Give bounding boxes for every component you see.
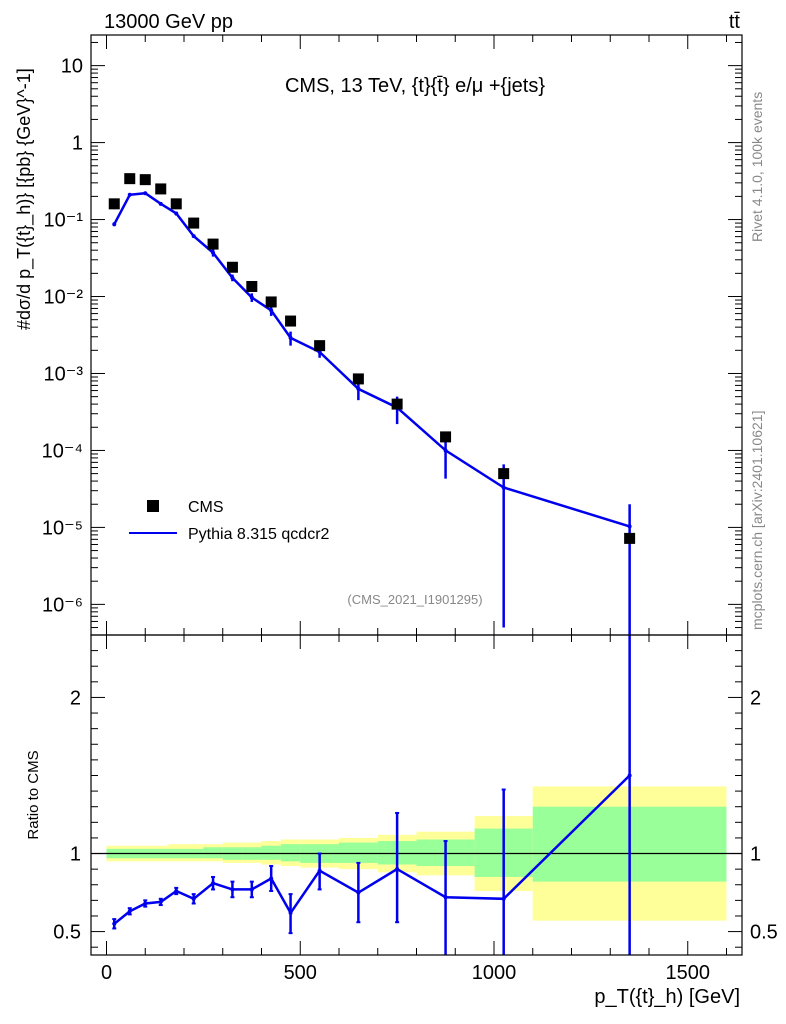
cms-data-point bbox=[391, 398, 403, 410]
cms-data-point bbox=[188, 217, 200, 229]
main-y-tick-label: 10⁻¹ bbox=[44, 210, 84, 232]
cms-data-point bbox=[108, 198, 120, 210]
cms-data-point bbox=[139, 174, 151, 186]
ratio-point bbox=[127, 909, 132, 914]
ratio-point bbox=[356, 890, 361, 895]
x-axis-label: p_T({t}_h) [GeV] bbox=[594, 986, 740, 1008]
chart-title: CMS, 13 TeV, {t}{t̄} e/μ +{jets} bbox=[285, 75, 545, 97]
main-y-tick-label: 10 bbox=[61, 56, 83, 78]
main-y-tick-label: 10⁻⁶ bbox=[42, 594, 83, 616]
main-panel-data bbox=[108, 173, 636, 635]
mc-point bbox=[356, 386, 361, 391]
header-left: 13000 GeV pp bbox=[104, 11, 233, 33]
mc-point bbox=[288, 335, 293, 340]
ratio-point bbox=[249, 887, 254, 892]
rivet-version-label: Rivet 4.1.0, 100k events bbox=[749, 92, 765, 242]
main-y-tick-label: 10⁻⁵ bbox=[42, 517, 83, 539]
ratio-y-tick-label-left: 1 bbox=[70, 844, 81, 866]
x-tick-label: 0 bbox=[101, 962, 112, 984]
ratio-point bbox=[269, 876, 274, 881]
ratio-y-axis-label: Ratio to CMS bbox=[25, 750, 42, 839]
cms-data-point bbox=[155, 183, 167, 195]
ratio-y-tick-label-right: 1 bbox=[750, 844, 761, 866]
ratio-point bbox=[112, 921, 117, 926]
mc-point bbox=[249, 295, 254, 300]
cms-data-point bbox=[124, 173, 136, 185]
ratio-point bbox=[143, 901, 148, 906]
ratio-y-tick-label-left: 0.5 bbox=[53, 922, 81, 944]
mc-point bbox=[158, 201, 163, 206]
mc-point bbox=[443, 448, 448, 453]
main-y-tick-label: 10⁻³ bbox=[44, 363, 84, 385]
cms-data-point bbox=[314, 340, 326, 352]
ratio-panel-data bbox=[112, 635, 632, 955]
ratio-panel-ticks: 0.5 0.5 1 1 2 2 0 500 1000 1500 bbox=[53, 635, 778, 984]
mc-series-line bbox=[113, 191, 630, 528]
main-y-tick-label: 10⁻⁴ bbox=[42, 440, 83, 462]
cms-data-point bbox=[440, 431, 452, 443]
cms-data-point bbox=[246, 280, 258, 292]
main-panel-ticks: 10 1 10⁻¹ 10⁻² 10⁻³ 10⁻⁴ 10⁻⁵ 10⁻⁶ bbox=[42, 35, 742, 636]
cms-data-point bbox=[624, 532, 636, 544]
cms-data-point bbox=[352, 373, 364, 385]
legend-cms-marker bbox=[147, 500, 159, 512]
ratio-y-tick-label-right: 0.5 bbox=[750, 922, 778, 944]
mc-point bbox=[230, 275, 235, 280]
ratio-inner-band bbox=[339, 842, 378, 863]
header-right: tt̄ bbox=[729, 11, 741, 33]
ratio-point bbox=[158, 899, 163, 904]
cms-data-point bbox=[207, 238, 219, 250]
main-panel-frame bbox=[90, 34, 743, 636]
legend-pythia-label: Pythia 8.315 qcdcr2 bbox=[188, 526, 330, 543]
cms-data-point bbox=[265, 296, 277, 308]
cms-data-point bbox=[285, 315, 297, 327]
ratio-point bbox=[395, 867, 400, 872]
ratio-y-tick-label-right: 2 bbox=[750, 687, 761, 709]
ratio-point bbox=[191, 896, 196, 901]
x-tick-label: 1500 bbox=[666, 962, 711, 984]
ratio-point bbox=[627, 773, 632, 778]
ratio-panel-bands bbox=[91, 786, 742, 921]
ratio-point bbox=[230, 887, 235, 892]
analysis-id-label: (CMS_2021_I1901295) bbox=[347, 592, 482, 607]
cms-data-point bbox=[498, 468, 510, 480]
main-y-tick-label: 1 bbox=[72, 133, 83, 155]
ratio-point bbox=[174, 889, 179, 893]
main-y-axis-label: #dσ/d p_T({t}_h)} [{pb} {GeV}^-1] bbox=[14, 68, 35, 330]
ratio-panel-frame bbox=[90, 634, 743, 956]
ratio-point bbox=[501, 896, 506, 901]
legend-cms-label: CMS bbox=[188, 499, 224, 516]
cms-data-point bbox=[170, 198, 182, 210]
mc-point bbox=[211, 250, 216, 255]
legend: CMS Pythia 8.315 qcdcr2 bbox=[129, 499, 330, 543]
mc-point bbox=[112, 222, 117, 227]
ratio-point bbox=[288, 910, 293, 915]
ratio-y-tick-label-left: 2 bbox=[70, 687, 81, 709]
ratio-inner-band bbox=[203, 847, 223, 859]
mc-point bbox=[269, 308, 274, 313]
cms-data-point bbox=[226, 261, 238, 273]
ratio-inner-band bbox=[280, 844, 301, 862]
x-tick-label: 1000 bbox=[472, 962, 517, 984]
mc-point bbox=[143, 191, 148, 196]
main-y-tick-label: 10⁻² bbox=[44, 287, 84, 309]
ratio-inner-band bbox=[261, 845, 281, 860]
mc-point bbox=[174, 211, 179, 216]
ratio-point bbox=[443, 895, 448, 900]
mc-point bbox=[501, 485, 506, 490]
ratio-point bbox=[211, 881, 216, 886]
mcplots-label: mcplots.cern.ch [arXiv:2401.10621] bbox=[749, 411, 765, 630]
x-tick-label: 500 bbox=[284, 962, 317, 984]
mc-point bbox=[627, 524, 632, 529]
ratio-point bbox=[317, 868, 322, 873]
mc-point bbox=[127, 192, 132, 197]
mc-point bbox=[191, 234, 196, 239]
